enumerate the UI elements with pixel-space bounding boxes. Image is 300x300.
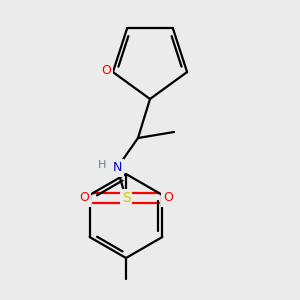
Text: O: O [163, 191, 173, 205]
Text: N: N [112, 161, 122, 175]
Text: O: O [79, 191, 89, 205]
Text: S: S [122, 191, 130, 205]
Text: O: O [101, 64, 111, 77]
Text: H: H [98, 160, 106, 170]
